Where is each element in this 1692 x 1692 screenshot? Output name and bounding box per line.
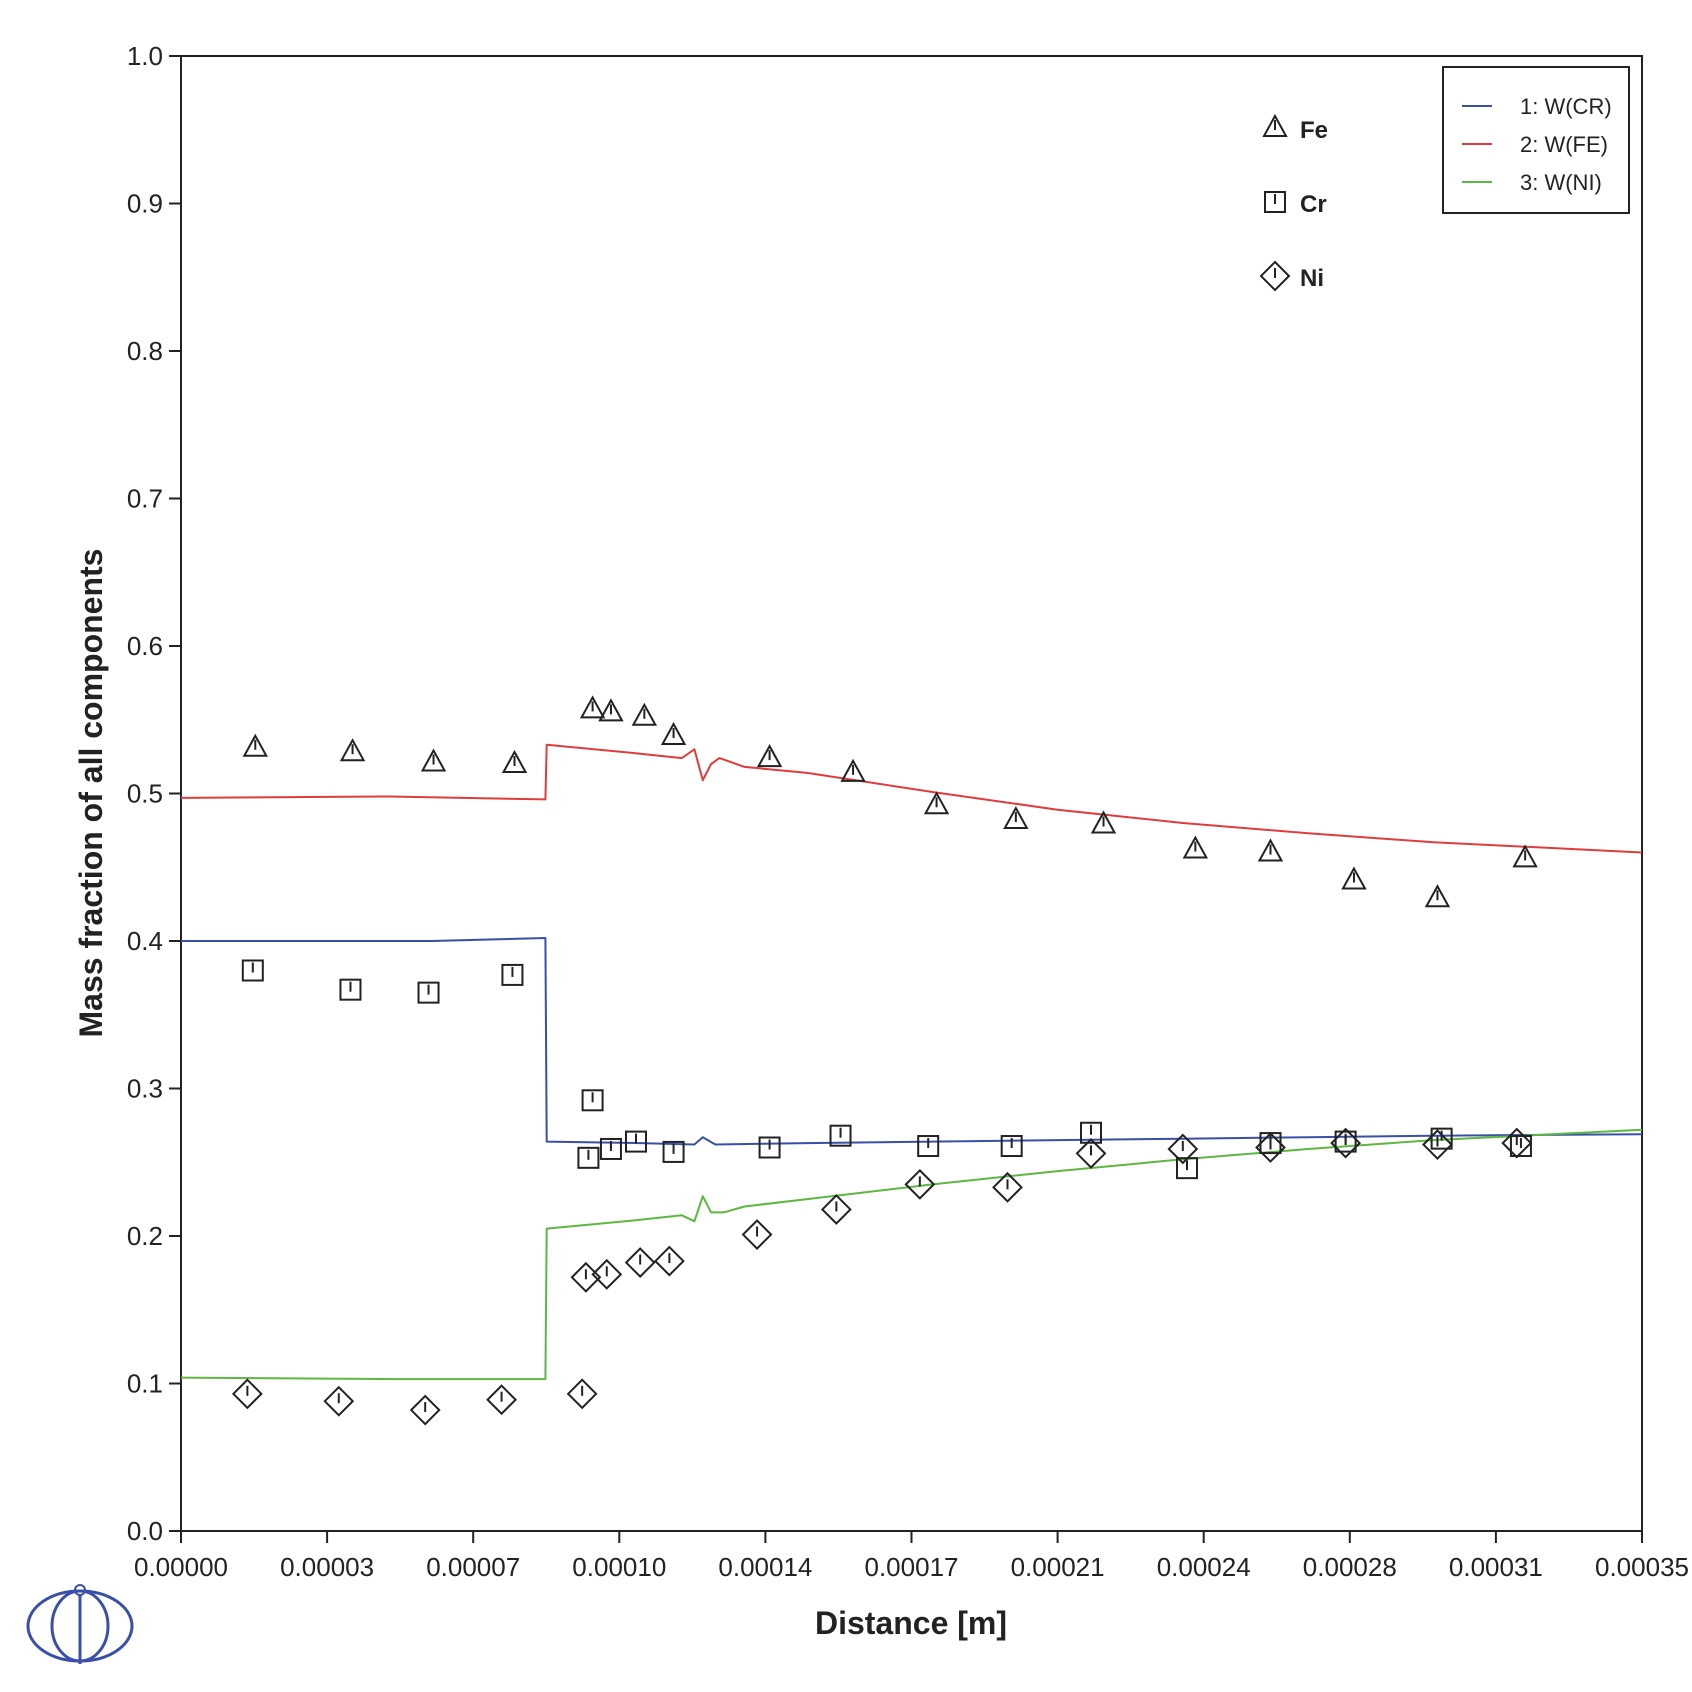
y-tick-label: 0.7 <box>127 484 163 514</box>
marker-fe <box>1090 810 1117 834</box>
x-tick-label: 0.00024 <box>1157 1552 1251 1582</box>
marker-fe <box>598 698 624 722</box>
marker-fe <box>339 738 366 762</box>
x-axis: 0.00000 0.00003 0.00007 0.00010 0.00014 0.000… <box>134 1531 1689 1582</box>
marker-cr <box>241 959 264 982</box>
marker-fe <box>1257 838 1284 862</box>
marker-fe <box>1424 884 1451 908</box>
marker-cr <box>829 1124 852 1147</box>
marker-cr <box>662 1140 685 1163</box>
series-legend-label: 2: W(FE) <box>1520 132 1608 157</box>
series-legend-label: 3: W(NI) <box>1520 170 1602 195</box>
marker-ni <box>231 1378 263 1410</box>
logo-dot <box>74 1584 86 1596</box>
marker-cr <box>501 963 524 986</box>
y-tick-label: 0.2 <box>127 1221 163 1251</box>
x-tick-label: 0.00014 <box>718 1552 812 1582</box>
marker-cr <box>581 1089 604 1112</box>
marker-fe <box>840 758 866 782</box>
x-tick-label: 0.00003 <box>280 1552 374 1582</box>
marker-fe <box>923 791 950 815</box>
y-tick-label: 0.5 <box>127 779 163 809</box>
marker-cr <box>1000 1135 1023 1158</box>
series-line-w-cr <box>181 937 1643 1146</box>
x-tick-label: 0.00031 <box>1449 1552 1543 1582</box>
marker-ni <box>566 1378 598 1410</box>
marker-cr <box>624 1130 647 1153</box>
marker-cr <box>1509 1135 1532 1158</box>
marker-fe <box>242 733 268 757</box>
marker-fe <box>1341 866 1367 890</box>
marker-ni <box>741 1219 773 1250</box>
series-legend-label: 1: W(CR) <box>1520 94 1612 119</box>
series-line-w-fe <box>180 743 1643 854</box>
marker-cr <box>758 1136 781 1159</box>
series-layer <box>180 743 1643 1381</box>
marker-ni <box>409 1394 441 1426</box>
y-tick-label: 0.0 <box>127 1516 163 1546</box>
marker-fe <box>1003 805 1029 830</box>
y-tick-label: 0.3 <box>127 1074 163 1104</box>
y-tick-label: 0.8 <box>127 336 163 366</box>
marker-ni <box>1501 1127 1533 1159</box>
x-tick-label: 0.00010 <box>572 1552 666 1582</box>
marker-ni <box>1255 1132 1286 1163</box>
marker-ni <box>591 1258 623 1290</box>
x-tick-label: 0.00007 <box>426 1552 520 1582</box>
y-tick-label: 1.0 <box>127 41 163 71</box>
marker-ni <box>1167 1133 1199 1165</box>
marker-cr <box>599 1137 622 1160</box>
x-tick-label: 0.00021 <box>1011 1552 1105 1582</box>
x-tick-label: 0.00035 <box>1595 1552 1689 1582</box>
x-tick-label: 0.00028 <box>1303 1552 1397 1582</box>
marker-legend-symbol-ni <box>1259 260 1291 292</box>
marker-cr <box>417 981 440 1004</box>
series-line-w-ni <box>180 1128 1643 1381</box>
marker-cr <box>339 978 362 1001</box>
marker-legend-label-fe: Fe <box>1300 117 1328 144</box>
marker-ni <box>653 1245 685 1277</box>
marker-legend: Fe Cr Ni <box>1259 113 1328 292</box>
series-legend: 1: W(CR) 2: W(FE) 3: W(NI) <box>1442 66 1630 214</box>
marker-cr <box>577 1146 600 1169</box>
x-tick-label: 0.00000 <box>134 1552 228 1582</box>
marker-cr <box>917 1135 940 1158</box>
marker-ni <box>1330 1127 1362 1159</box>
marker-ni <box>323 1385 355 1417</box>
marker-ni <box>992 1171 1023 1203</box>
marker-fe <box>631 702 658 726</box>
marker-legend-symbol-cr <box>1264 191 1286 213</box>
marker-legend-label-cr: Cr <box>1300 191 1327 218</box>
y-tick-label: 0.1 <box>127 1369 163 1399</box>
marker-ni <box>486 1384 517 1416</box>
marker-fe <box>756 744 783 768</box>
series-legend-box <box>1442 66 1630 214</box>
marker-legend-symbol-fe <box>1262 113 1288 137</box>
marker-ni <box>1075 1137 1107 1169</box>
y-tick-label: 0.6 <box>127 631 163 661</box>
marker-ni <box>1422 1129 1453 1160</box>
marker-fe <box>1512 844 1538 868</box>
y-axis-title: Mass fraction of all components <box>73 549 109 1038</box>
y-axis: 0.0 0.1 0.2 0.3 0.4 0.5 0.6 0.7 0.8 0.9 1.0 <box>127 41 181 1546</box>
y-tick-label: 0.4 <box>127 926 163 956</box>
marker-legend-label-ni: Ni <box>1300 265 1324 292</box>
marker-fe <box>1182 835 1209 859</box>
marker-ni <box>904 1168 936 1200</box>
marker-fe <box>420 748 447 772</box>
marker-layer <box>231 695 1538 1426</box>
marker-fe <box>579 695 606 719</box>
marker-fe <box>660 721 687 745</box>
marker-fe <box>501 749 528 773</box>
marker-cr <box>1079 1121 1102 1144</box>
x-tick-label: 0.00017 <box>865 1552 959 1582</box>
logo <box>26 1584 134 1664</box>
series-legend-entries: 1: W(CR) 2: W(FE) 3: W(NI) <box>1462 94 1612 195</box>
marker-ni <box>624 1247 656 1278</box>
marker-ni <box>820 1194 852 1225</box>
y-tick-label: 0.9 <box>127 189 163 219</box>
x-axis-title: Distance [m] <box>815 1605 1007 1641</box>
